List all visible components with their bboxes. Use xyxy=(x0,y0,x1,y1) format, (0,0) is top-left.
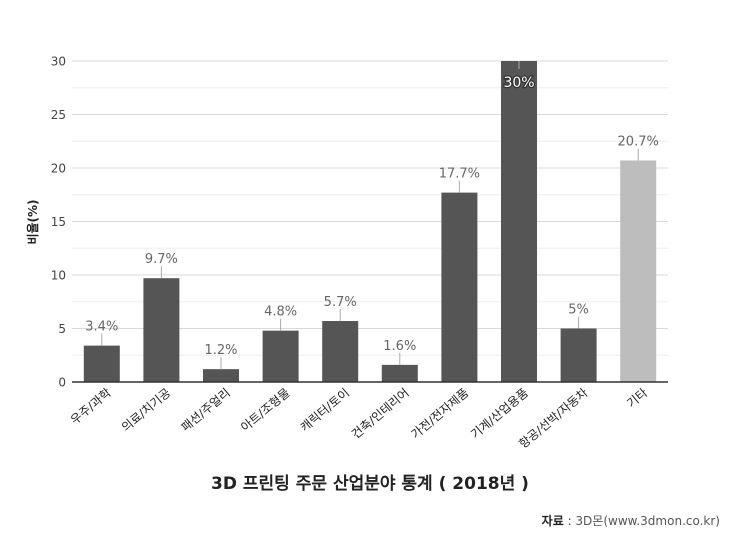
data-label: 1.2% xyxy=(204,343,237,358)
x-tick-label: 캐릭터/토이 xyxy=(298,386,352,435)
data-label: 4.8% xyxy=(264,305,297,320)
x-tick-label: 의료/치기공 xyxy=(119,386,173,435)
bar xyxy=(203,369,239,382)
bar xyxy=(501,61,537,382)
data-label: 30% xyxy=(503,75,534,91)
data-label: 1.6% xyxy=(383,339,416,354)
data-label: 5% xyxy=(568,303,589,318)
x-tick-label: 기타 xyxy=(624,386,650,411)
bar xyxy=(560,328,597,382)
source-note: 자료 : 3D몬(www.3dmon.co.kr) xyxy=(542,512,720,529)
x-tick-label: 우주/과학 xyxy=(68,386,114,428)
y-tick-label: 15 xyxy=(51,215,66,229)
y-tick-label: 20 xyxy=(51,162,66,176)
bar xyxy=(381,364,418,382)
bar xyxy=(262,330,299,382)
bar xyxy=(620,160,657,382)
y-tick-label: 25 xyxy=(51,108,66,122)
bar-chart: 0 5 10 15 20 25 30 비율(%) 3.4% 우주/과학 9.7% 의료/치기공 1.2%… xyxy=(25,55,668,451)
source-text: 3D몬(www.3dmon.co.kr) xyxy=(575,514,720,528)
y-axis-title: 비율(%) xyxy=(25,199,40,244)
x-tick-label: 건축/인테리어 xyxy=(349,386,412,442)
source-label: 자료 xyxy=(541,514,564,528)
y-tick-label: 5 xyxy=(58,322,66,336)
x-tick-label: 패션/주얼리 xyxy=(179,386,233,435)
y-tick-label: 10 xyxy=(51,269,66,283)
data-label: 5.7% xyxy=(324,295,357,310)
bar xyxy=(322,321,359,382)
bar xyxy=(83,345,120,382)
chart-title: 3D 프린팅 주문 산업분야 통계 ( 2018년 ) xyxy=(211,474,529,494)
x-tick-label: 기계/산업용품 xyxy=(468,386,531,442)
data-label: 20.7% xyxy=(618,135,659,150)
bar xyxy=(143,278,180,382)
x-tick-label: 가전/전자제품 xyxy=(408,386,471,442)
data-label: 9.7% xyxy=(145,252,178,267)
bar xyxy=(441,192,478,382)
source-separator: : xyxy=(563,514,576,528)
y-tick-label: 30 xyxy=(51,55,66,69)
data-label: 3.4% xyxy=(85,320,118,335)
y-tick-label: 0 xyxy=(58,376,66,390)
data-label: 17.7% xyxy=(439,167,480,182)
x-tick-label: 아트/조형물 xyxy=(238,386,292,435)
